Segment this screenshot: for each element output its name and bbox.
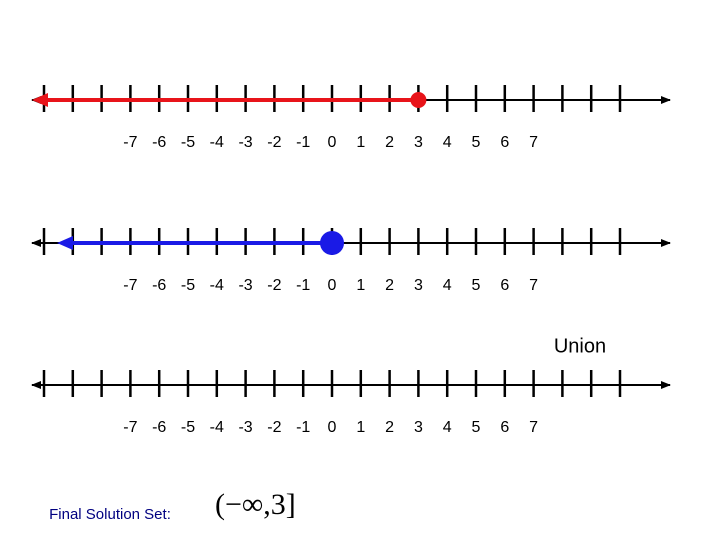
tick-label: 1 — [356, 277, 365, 294]
tick-label: 3 — [414, 134, 423, 151]
tick-label: -2 — [267, 277, 281, 294]
tick-label: -4 — [210, 277, 224, 294]
tick-label: -1 — [296, 277, 310, 294]
tick-label: 2 — [385, 277, 394, 294]
tick-label: -2 — [267, 134, 281, 151]
tick-label: -1 — [296, 419, 310, 436]
tick-label: -2 — [267, 419, 281, 436]
final-label: Final Solution Set: — [49, 506, 171, 523]
tick-label: 4 — [443, 277, 452, 294]
tick-label: -3 — [238, 134, 252, 151]
tick-label: -3 — [238, 277, 252, 294]
tick-label: -6 — [152, 134, 166, 151]
tick-label: -5 — [181, 277, 195, 294]
tick-label: 7 — [529, 419, 538, 436]
tick-label: 4 — [443, 419, 452, 436]
endpoint-dot — [320, 231, 344, 255]
tick-label: -7 — [123, 134, 137, 151]
tick-label: -7 — [123, 277, 137, 294]
tick-label: 7 — [529, 134, 538, 151]
tick-label: 0 — [328, 419, 337, 436]
tick-label: -5 — [181, 419, 195, 436]
ray-arrowhead — [32, 93, 48, 107]
tick-label: 6 — [500, 419, 509, 436]
tick-label: -3 — [238, 419, 252, 436]
endpoint-dot — [410, 92, 427, 108]
tick-label: -6 — [152, 277, 166, 294]
tick-label: 5 — [472, 419, 481, 436]
tick-label: 1 — [356, 419, 365, 436]
tick-label: -1 — [296, 134, 310, 151]
tick-label: 3 — [414, 419, 423, 436]
tick-label: 7 — [529, 277, 538, 294]
tick-label: 1 — [356, 134, 365, 151]
tick-label: 0 — [328, 277, 337, 294]
tick-label: 6 — [500, 134, 509, 151]
tick-label: 5 — [472, 134, 481, 151]
tick-label: -6 — [152, 419, 166, 436]
tick-label: 2 — [385, 419, 394, 436]
tick-label: -4 — [210, 134, 224, 151]
solution-interval: (−∞,3] — [215, 488, 296, 521]
tick-label: -7 — [123, 419, 137, 436]
tick-label: -5 — [181, 134, 195, 151]
tick-label: 0 — [328, 134, 337, 151]
tick-label: 6 — [500, 277, 509, 294]
tick-label: 2 — [385, 134, 394, 151]
tick-label: 5 — [472, 277, 481, 294]
tick-label: 4 — [443, 134, 452, 151]
ray-arrowhead — [57, 236, 73, 250]
union-label: Union — [554, 335, 606, 357]
tick-label: 3 — [414, 277, 423, 294]
tick-label: -4 — [210, 419, 224, 436]
